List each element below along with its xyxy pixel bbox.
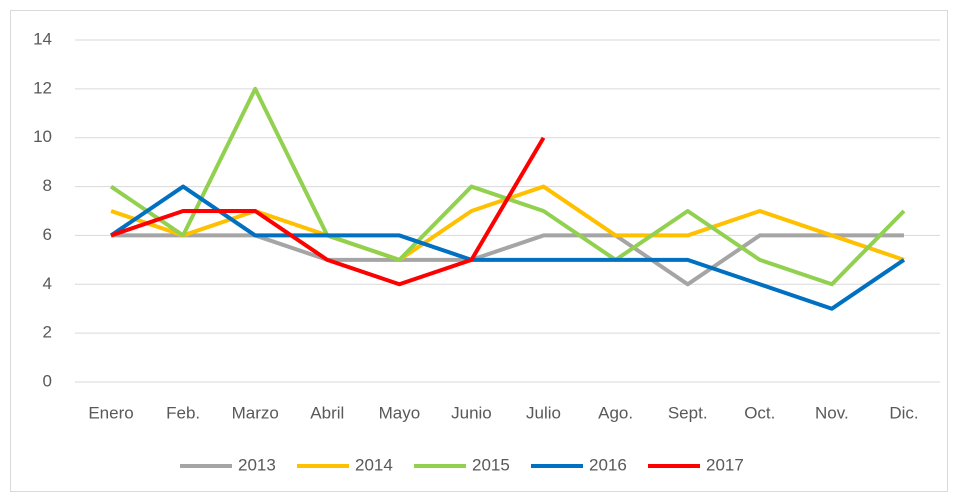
legend-label: 2013 (238, 455, 276, 474)
y-tick-label: 12 (33, 78, 52, 97)
x-tick-label: Marzo (232, 403, 279, 422)
y-tick-label: 6 (43, 225, 52, 244)
x-tick-label: Oct. (744, 403, 775, 422)
y-tick-label: 4 (43, 274, 52, 293)
legend-label: 2016 (589, 455, 627, 474)
x-tick-label: Abril (310, 403, 344, 422)
x-tick-label: Sept. (668, 403, 708, 422)
series-line (110, 136, 546, 287)
legend-label: 2015 (472, 455, 510, 474)
x-tick-label: Enero (88, 403, 133, 422)
x-tick-label: Mayo (379, 403, 421, 422)
y-tick-label: 2 (43, 323, 52, 342)
x-tick-label: Dic. (889, 403, 918, 422)
x-tick-label: Julio (526, 403, 561, 422)
y-tick-label: 8 (43, 176, 52, 195)
y-tick-label: 0 (43, 371, 52, 390)
y-tick-label: 14 (33, 29, 52, 48)
x-tick-label: Feb. (166, 403, 200, 422)
x-tick-label: Junio (451, 403, 492, 422)
series-line (111, 233, 904, 287)
x-tick-label: Ago. (598, 403, 633, 422)
y-tick-label: 10 (33, 127, 52, 146)
legend-label: 2017 (706, 455, 744, 474)
x-tick-label: Nov. (815, 403, 849, 422)
legend-label: 2014 (355, 455, 393, 474)
series-line (109, 184, 906, 311)
